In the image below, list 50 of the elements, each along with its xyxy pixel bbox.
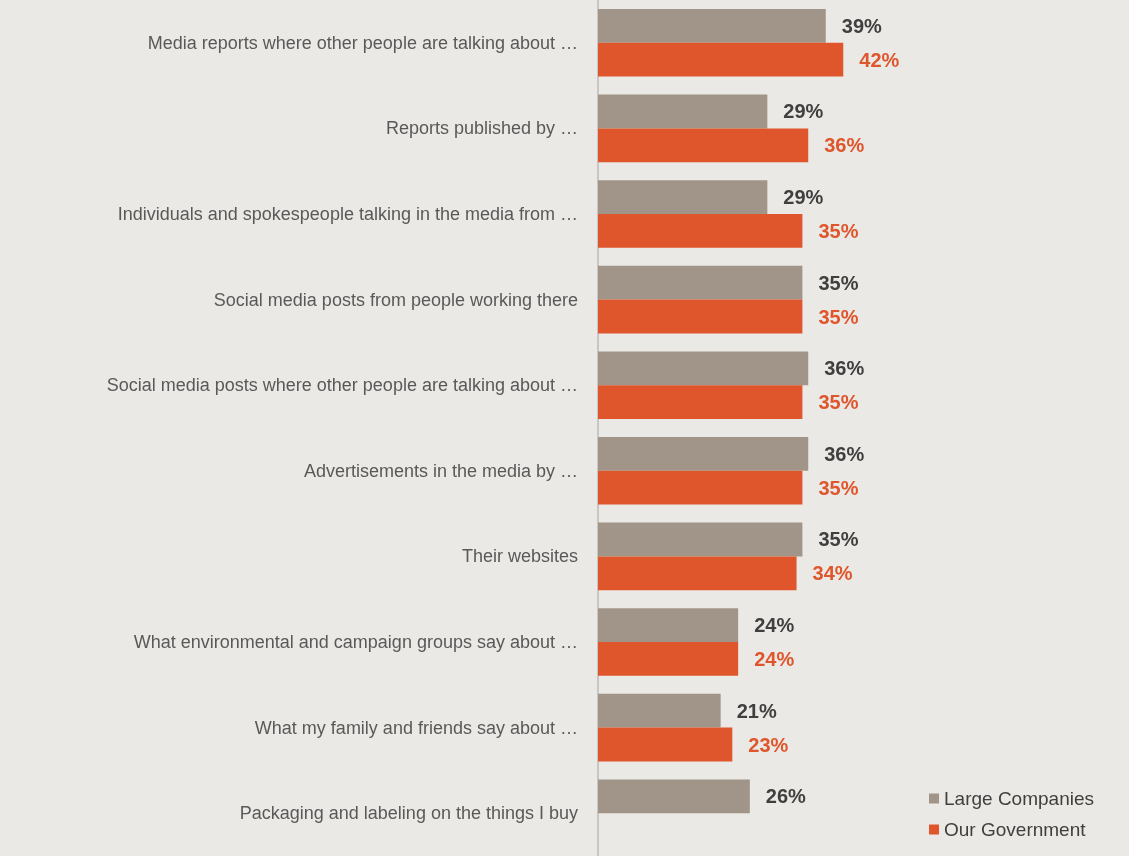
bar (598, 214, 803, 248)
bar (598, 8, 826, 43)
data-label: 34% (812, 562, 853, 585)
bar (598, 180, 768, 214)
y-tick-label: Packaging and labeling on the things I buy (239, 803, 578, 824)
data-label: 21% (736, 699, 777, 722)
y-tick-label: What my family and friends say about … (254, 717, 578, 738)
data-label: 35% (818, 476, 859, 499)
y-tick-label: Reports published by … (385, 118, 578, 139)
bar (598, 385, 803, 420)
data-label: 39% (841, 14, 883, 37)
y-tick-label: Individuals and spokespeople talking in the media from … (117, 204, 578, 224)
bar (598, 608, 739, 642)
bar (598, 299, 803, 334)
data-label: 36% (824, 442, 865, 465)
bar (598, 94, 768, 129)
y-tick-label: Their websites (461, 546, 578, 567)
data-label: 24% (754, 647, 795, 670)
bar (598, 779, 750, 814)
bar (598, 42, 844, 77)
data-label: 36% (824, 134, 865, 157)
data-label: 29% (783, 186, 824, 209)
data-label: 35% (818, 305, 859, 328)
y-tick-label: Advertisements in the media by … (303, 460, 578, 481)
y-tick-label: Media reports where other people are talking about … (147, 32, 578, 53)
data-label: 26% (765, 785, 807, 808)
bar (598, 351, 809, 386)
data-label: 23% (748, 733, 789, 756)
bar (598, 436, 809, 471)
bar (598, 642, 739, 676)
bar (598, 128, 809, 163)
bar (598, 522, 803, 557)
data-label: 35% (818, 271, 859, 294)
data-label: 35% (818, 219, 859, 242)
legend-label: Our Government (944, 819, 1087, 840)
data-label: 35% (818, 528, 859, 551)
data-label: 36% (824, 357, 865, 380)
y-tick-label: What environmental and campaign groups say about … (133, 632, 578, 652)
bar (598, 556, 797, 591)
y-tick-label: Social media posts where other people are talking about … (106, 375, 578, 396)
data-label: 24% (754, 614, 795, 637)
bar (598, 727, 733, 762)
bar (598, 265, 803, 300)
data-label: 42% (859, 48, 900, 71)
bar (598, 693, 721, 728)
bar (598, 470, 803, 505)
data-label: 35% (818, 391, 859, 414)
legend-label: Large Companies (944, 788, 1095, 809)
data-label: 29% (783, 100, 824, 123)
y-tick-label: Social media posts from people working there (213, 289, 578, 310)
